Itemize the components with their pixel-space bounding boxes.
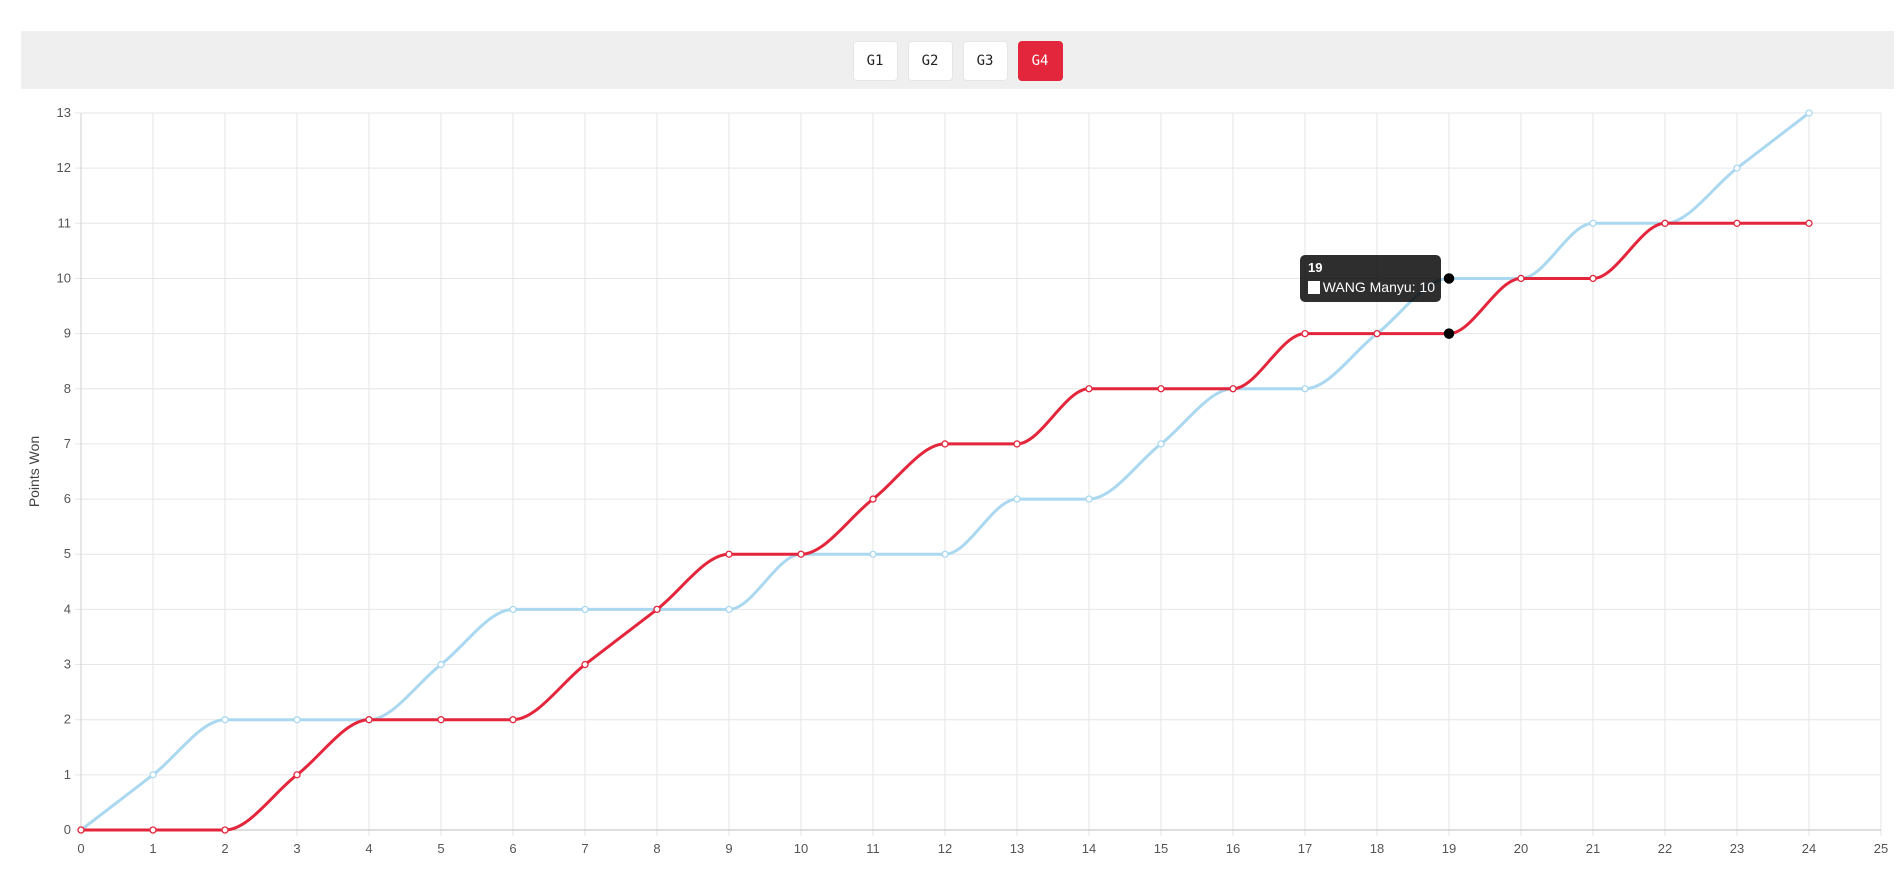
x-tick-label: 2 <box>221 841 228 856</box>
data-point-0 <box>221 716 229 724</box>
y-tick-label: 12 <box>57 160 71 175</box>
data-point-1 <box>941 440 949 448</box>
x-tick-label: 25 <box>1874 841 1888 856</box>
y-tick-label: 10 <box>57 270 71 285</box>
data-point-1 <box>1373 329 1381 338</box>
data-point-0 <box>1443 273 1455 284</box>
y-tick-label: 2 <box>64 712 71 727</box>
x-tick-label: 7 <box>581 841 588 856</box>
x-tick-label: 3 <box>293 841 300 856</box>
x-tick-label: 15 <box>1154 841 1168 856</box>
data-point-1 <box>725 550 733 558</box>
x-tick-label: 20 <box>1514 841 1528 856</box>
x-tick-label: 17 <box>1298 841 1312 856</box>
y-tick-label: 6 <box>64 491 71 506</box>
y-tick-label: 11 <box>58 215 72 230</box>
tooltip-title: 19 <box>1308 260 1323 275</box>
x-tick-label: 24 <box>1802 841 1816 856</box>
x-tick-label: 13 <box>1010 841 1024 856</box>
data-point-1 <box>1733 219 1741 227</box>
data-point-1 <box>1085 385 1093 393</box>
x-tick-label: 6 <box>509 841 516 856</box>
y-tick-label: 3 <box>64 657 71 672</box>
data-point-0 <box>941 550 949 558</box>
tab-g2[interactable]: G2 <box>907 41 953 81</box>
tab-g3[interactable]: G3 <box>962 41 1008 81</box>
x-tick-label: 12 <box>938 841 952 856</box>
y-tick-label: 0 <box>64 822 71 837</box>
x-tick-label: 23 <box>1730 841 1744 856</box>
chart-tooltip: 19 WANG Manyu: 10 <box>1300 255 1441 302</box>
data-point-1 <box>653 605 661 614</box>
data-point-1 <box>1013 440 1021 448</box>
data-point-1 <box>1301 329 1309 338</box>
data-point-1 <box>365 716 373 724</box>
x-tick-label: 16 <box>1226 841 1240 856</box>
x-tick-label: 19 <box>1442 841 1456 856</box>
data-point-0 <box>1157 440 1165 448</box>
data-point-0 <box>581 605 589 614</box>
x-tick-label: 21 <box>1586 841 1600 856</box>
x-tick-label: 18 <box>1370 841 1384 856</box>
tooltip-color-swatch <box>1308 280 1320 294</box>
y-tick-label: 5 <box>64 546 71 561</box>
data-point-0 <box>1085 495 1093 503</box>
data-point-1 <box>797 550 805 558</box>
x-tick-label: 14 <box>1082 841 1096 856</box>
data-point-0 <box>725 605 733 614</box>
data-point-1 <box>1443 328 1455 339</box>
data-point-0 <box>1013 495 1021 503</box>
data-point-0 <box>437 660 445 669</box>
data-point-1 <box>1589 274 1597 283</box>
data-point-1 <box>293 771 301 779</box>
y-tick-label: 4 <box>64 601 71 616</box>
tab-g4[interactable]: G4 <box>1017 41 1063 81</box>
data-point-1 <box>221 826 229 834</box>
x-tick-label: 1 <box>149 841 156 856</box>
data-point-1 <box>1805 219 1813 227</box>
x-tick-label: 0 <box>77 841 84 856</box>
x-tick-label: 9 <box>725 841 732 856</box>
data-point-1 <box>77 826 85 834</box>
data-point-0 <box>869 550 877 558</box>
y-tick-label: 13 <box>57 105 71 120</box>
data-point-1 <box>581 660 589 669</box>
data-point-0 <box>1805 109 1813 117</box>
data-point-1 <box>1661 219 1669 227</box>
data-point-0 <box>1589 219 1597 227</box>
data-point-0 <box>509 605 517 614</box>
data-point-0 <box>1733 164 1741 172</box>
data-point-1 <box>149 826 157 834</box>
game-selector-bar: G1 G2 G3 G4 <box>21 31 1894 89</box>
x-tick-label: 5 <box>437 841 444 856</box>
y-tick-label: 7 <box>64 436 71 451</box>
data-point-1 <box>869 495 877 503</box>
data-point-1 <box>437 716 445 724</box>
y-tick-label: 9 <box>64 326 71 341</box>
y-axis-title: Points Won <box>26 436 42 507</box>
tooltip-row: WANG Manyu: 10 <box>1308 279 1435 295</box>
tooltip-label: WANG Manyu: 10 <box>1322 279 1435 295</box>
data-point-1 <box>509 716 517 724</box>
data-point-1 <box>1157 385 1165 393</box>
data-point-0 <box>293 716 301 724</box>
game-tabs: G1 G2 G3 G4 <box>21 41 1894 81</box>
y-tick-label: 1 <box>64 767 71 782</box>
x-tick-label: 11 <box>866 841 880 856</box>
data-point-0 <box>1301 385 1309 393</box>
x-tick-label: 8 <box>653 841 660 856</box>
y-tick-label: 8 <box>64 381 71 396</box>
tab-g1[interactable]: G1 <box>852 41 898 81</box>
x-tick-label: 22 <box>1658 841 1672 856</box>
x-tick-label: 10 <box>794 841 808 856</box>
x-tick-label: 4 <box>365 841 372 856</box>
data-point-1 <box>1229 385 1237 393</box>
data-point-0 <box>149 771 157 779</box>
data-point-1 <box>1517 274 1525 283</box>
